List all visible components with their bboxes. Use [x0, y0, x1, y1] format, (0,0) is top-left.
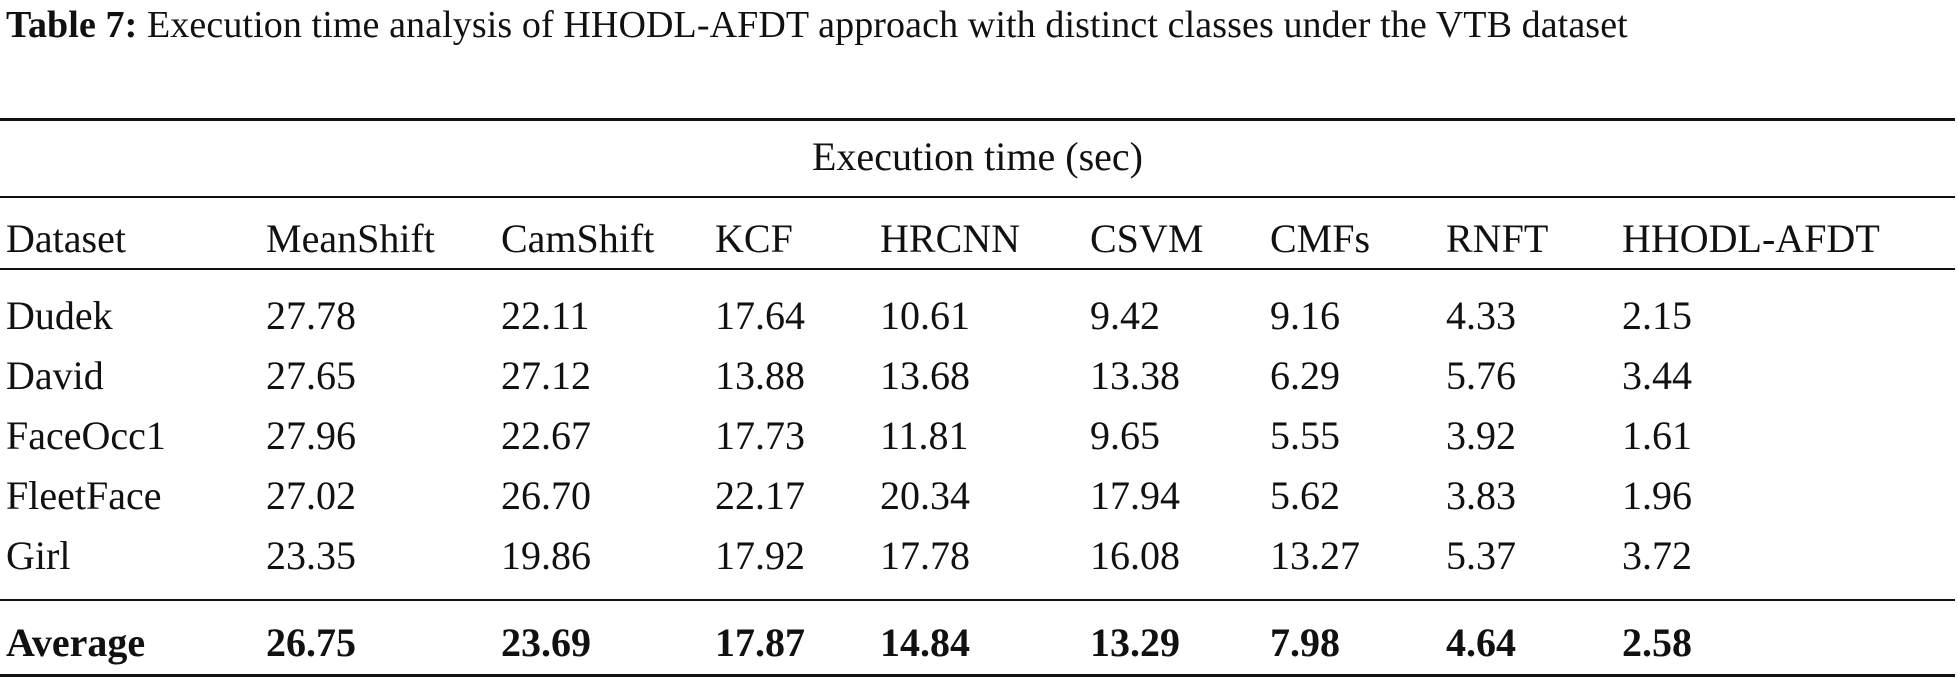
row-label: Dudek	[6, 293, 113, 338]
group-header: Execution time (sec)	[812, 134, 1143, 179]
table-cell: 11.81	[880, 413, 969, 458]
row-label: David	[6, 353, 104, 398]
col-header-hhodl-afdt: HHODL-AFDT	[1622, 216, 1880, 261]
col-header-csvm: CSVM	[1090, 216, 1204, 261]
table-cell: 20.34	[880, 473, 970, 518]
caption-label: Table 7:	[6, 4, 138, 46]
average-rule	[0, 599, 1955, 601]
row-label: Girl	[6, 533, 71, 578]
table-cell: 10.61	[880, 293, 970, 338]
table-cell: 1.61	[1622, 413, 1692, 458]
group-header-rule	[0, 196, 1955, 198]
table-cell: 13.88	[715, 353, 805, 398]
table-cell: 27.65	[266, 353, 356, 398]
average-label: Average	[6, 620, 146, 665]
col-header-meanshift: MeanShift	[266, 216, 435, 261]
table-caption: Table 7: Execution time analysis of HHOD…	[6, 2, 1952, 49]
table-cell: 5.37	[1446, 533, 1516, 578]
col-header-kcf: KCF	[715, 216, 793, 261]
table-cell: 17.78	[880, 533, 970, 578]
average-cell: 4.64	[1446, 620, 1516, 665]
table-cell: 22.67	[501, 413, 591, 458]
table-cell: 22.17	[715, 473, 805, 518]
col-header-hrcnn: HRCNN	[880, 216, 1021, 261]
table-cell: 17.92	[715, 533, 805, 578]
average-cell: 17.87	[715, 620, 805, 665]
table-cell: 16.08	[1090, 533, 1180, 578]
table-cell: 9.42	[1090, 293, 1160, 338]
table-cell: 19.86	[501, 533, 591, 578]
table-cell: 13.68	[880, 353, 970, 398]
average-cell: 26.75	[266, 620, 356, 665]
table-cell: 17.64	[715, 293, 805, 338]
col-header-rnft: RNFT	[1446, 216, 1549, 261]
col-header-dataset: Dataset	[6, 216, 126, 261]
table-cell: 6.29	[1270, 353, 1340, 398]
average-cell: 13.29	[1090, 620, 1180, 665]
bottom-rule	[0, 674, 1955, 677]
table-cell: 23.35	[266, 533, 356, 578]
table-cell: 17.73	[715, 413, 805, 458]
table-cell: 3.44	[1622, 353, 1692, 398]
table-cell: 27.02	[266, 473, 356, 518]
col-header-camshift: CamShift	[501, 216, 655, 261]
row-label: FleetFace	[6, 473, 162, 518]
table-cell: 9.65	[1090, 413, 1160, 458]
table-cell: 4.33	[1446, 293, 1516, 338]
table-cell: 3.72	[1622, 533, 1692, 578]
table-cell: 2.15	[1622, 293, 1692, 338]
header-rule	[0, 268, 1955, 270]
row-label: FaceOcc1	[6, 413, 166, 458]
table-cell: 26.70	[501, 473, 591, 518]
average-cell: 2.58	[1622, 620, 1692, 665]
table-cell: 27.96	[266, 413, 356, 458]
table-cell: 3.83	[1446, 473, 1516, 518]
table-cell: 1.96	[1622, 473, 1692, 518]
average-cell: 14.84	[880, 620, 970, 665]
table-cell: 27.78	[266, 293, 356, 338]
average-cell: 23.69	[501, 620, 591, 665]
table-cell: 22.11	[501, 293, 590, 338]
table-cell: 3.92	[1446, 413, 1516, 458]
col-header-cmfs: CMFs	[1270, 216, 1371, 261]
caption-text: Execution time analysis of HHODL-AFDT ap…	[146, 4, 1628, 46]
average-cell: 7.98	[1270, 620, 1340, 665]
table-cell: 9.16	[1270, 293, 1340, 338]
table-cell: 5.55	[1270, 413, 1340, 458]
table-cell: 13.27	[1270, 533, 1360, 578]
table-cell: 13.38	[1090, 353, 1180, 398]
table-cell: 5.62	[1270, 473, 1340, 518]
top-rule	[0, 118, 1955, 121]
table-cell: 27.12	[501, 353, 591, 398]
table-cell: 5.76	[1446, 353, 1516, 398]
table-cell: 17.94	[1090, 473, 1180, 518]
